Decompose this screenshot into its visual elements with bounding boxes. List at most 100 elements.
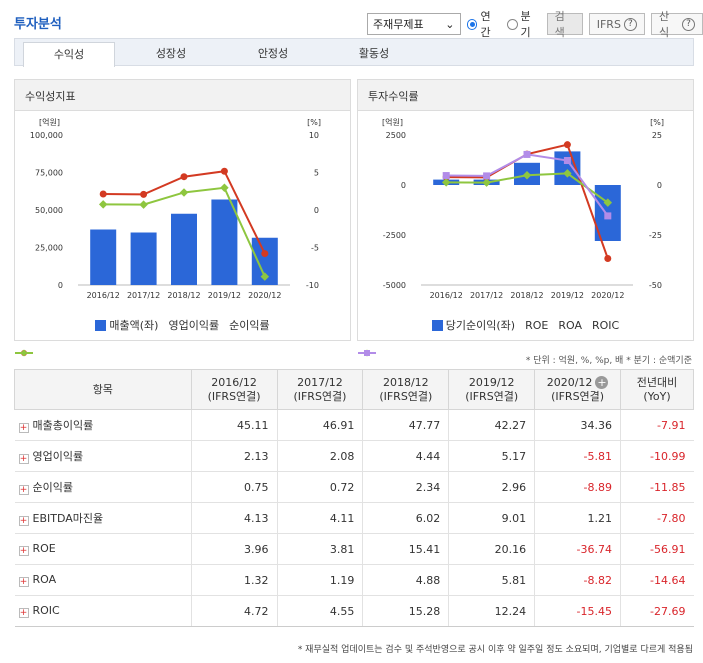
expand-icon[interactable]: +	[18, 485, 29, 495]
chart-legend: 매출액(좌) 영업이익률 순이익률	[15, 317, 350, 357]
table-cell: 2.96	[448, 471, 535, 503]
radio-quarter[interactable]: 분기	[506, 8, 541, 40]
row-label[interactable]: + 매출총이익률	[14, 409, 192, 441]
legend-label: 순이익률	[229, 319, 270, 332]
series-line	[446, 143, 609, 259]
table-cell: -14.64	[620, 564, 694, 596]
legend-item[interactable]: ROA	[358, 317, 582, 357]
header-col: 2017/12 (IFRS연결)	[276, 369, 364, 410]
add-column-button[interactable]: +	[595, 375, 609, 389]
table-cell: 1.21	[534, 502, 621, 534]
statement-select[interactable]: 주재무제표 ⌄	[367, 13, 461, 35]
y-left-tick: 2500	[386, 131, 406, 140]
x-tick: 2020/12	[248, 291, 281, 300]
table-cell: 1.19	[276, 564, 363, 596]
table-row: + 영업이익률 2.13 2.08 4.44 5.17 -5.81 -10.99	[14, 440, 694, 472]
table-cell: 4.13	[190, 502, 278, 534]
table-cell: 0.75	[190, 471, 278, 503]
row-label[interactable]: + EBITDA마진율	[14, 502, 192, 534]
table-cell: 5.17	[448, 440, 535, 472]
table-cell: -8.82	[534, 564, 621, 596]
x-tick: 2016/12	[430, 291, 463, 300]
table-cell: -5.81	[534, 440, 621, 472]
tab-stability[interactable]: 안정성	[257, 47, 289, 60]
page-title: 투자분석	[14, 17, 62, 32]
search-button-label: 검색	[554, 10, 565, 39]
table-cell: 4.44	[362, 440, 449, 472]
y-left-tick: -5000	[383, 281, 406, 290]
table-cell: -7.91	[620, 409, 694, 441]
row-label[interactable]: + ROIC	[14, 595, 192, 627]
expand-icon[interactable]: +	[18, 423, 29, 433]
expand-icon[interactable]: +	[18, 608, 29, 618]
series-point	[261, 250, 269, 258]
table-header-row: 항목 2016/12 (IFRS연결) 2017/12 (IFRS연결) 2018/…	[14, 369, 694, 410]
legend-item[interactable]: 당기순이익(좌)	[431, 317, 515, 333]
table-cell: 12.24	[448, 595, 535, 627]
legend-item[interactable]: ROE	[358, 317, 548, 356]
series-point	[604, 254, 612, 262]
header-col: 2016/12 (IFRS연결)	[190, 369, 278, 410]
row-label[interactable]: + 영업이익률	[14, 440, 192, 472]
series-point	[442, 172, 450, 180]
table-cell: -27.69	[620, 595, 694, 627]
chart-panel-investment: 투자수익률 [억원] [%] 2500 0 -2500 -5000 25 0 -25 -50 201…	[357, 79, 694, 357]
y-left-tick: 100,000	[30, 131, 63, 140]
legend-item[interactable]: 영업이익률	[15, 317, 220, 356]
y-left-tick: 25,000	[35, 244, 63, 253]
bar	[211, 199, 238, 285]
expand-icon[interactable]: +	[18, 577, 29, 587]
row-label[interactable]: + 순이익률	[14, 471, 192, 503]
legend-line-icon	[15, 349, 33, 357]
legend-item[interactable]: 매출액(좌)	[95, 317, 158, 333]
radio-annual-label: 연간	[480, 10, 491, 39]
chart-legend: 당기순이익(좌) ROE ROA ROIC	[358, 317, 693, 357]
statement-select-value: 주재무제표	[373, 18, 424, 31]
legend-label: 영업이익률	[168, 319, 220, 332]
row-label[interactable]: + ROE	[14, 533, 192, 565]
y-left-unit: [억원]	[39, 117, 60, 127]
row-label[interactable]: + ROA	[14, 564, 192, 596]
bar	[171, 213, 197, 285]
ifrs-label: IFRS	[596, 17, 621, 31]
tab-profitability[interactable]: 수익성	[23, 42, 115, 67]
table-cell: 42.27	[448, 409, 535, 441]
expand-icon[interactable]: +	[18, 454, 29, 464]
series-point	[139, 200, 148, 209]
radio-annual[interactable]: 연간	[466, 8, 501, 40]
chevron-down-icon: ⌄	[445, 17, 455, 31]
table-cell: 46.91	[276, 409, 363, 441]
header-item: 항목	[14, 369, 192, 410]
table-cell: 6.02	[362, 502, 449, 534]
table-row: + ROIC 4.72 4.55 15.28 12.24 -15.45 -27.69	[14, 595, 694, 627]
bar	[130, 232, 157, 285]
data-table: 항목 2016/12 (IFRS연결) 2017/12 (IFRS연결) 2018/…	[14, 369, 694, 627]
y-left-tick: 0	[401, 181, 406, 190]
y-left-tick: 75,000	[35, 169, 63, 178]
series-point	[483, 172, 491, 180]
legend-label: 매출액(좌)	[109, 319, 159, 332]
series-point	[179, 188, 189, 197]
expand-icon[interactable]: +	[18, 546, 29, 556]
table-cell: 4.55	[276, 595, 363, 627]
series-point	[220, 183, 229, 193]
expand-icon[interactable]: +	[18, 516, 29, 526]
x-tick: 2018/12	[167, 291, 200, 300]
tab-growth[interactable]: 성장성	[155, 47, 187, 60]
header-col: 전년대비 (YoY)	[620, 369, 694, 410]
table-cell: 34.36	[534, 409, 621, 441]
ifrs-help-button[interactable]: IFRS?	[588, 13, 645, 35]
table-cell: 45.11	[190, 409, 278, 441]
legend-bar-icon	[431, 319, 443, 331]
search-button[interactable]: 검색	[546, 10, 583, 39]
legend-item[interactable]: ROIC	[358, 317, 619, 356]
legend-label: ROA	[558, 318, 582, 332]
legend-item[interactable]: 순이익률	[15, 317, 270, 357]
table-cell: 20.16	[448, 533, 535, 565]
chart-title: 수익성지표	[15, 80, 350, 111]
tab-activity[interactable]: 활동성	[358, 47, 390, 60]
series-point	[98, 200, 108, 209]
y-right-tick: 5	[314, 169, 319, 178]
formula-help-button[interactable]: 산식?	[650, 10, 703, 39]
series-point	[563, 157, 571, 165]
